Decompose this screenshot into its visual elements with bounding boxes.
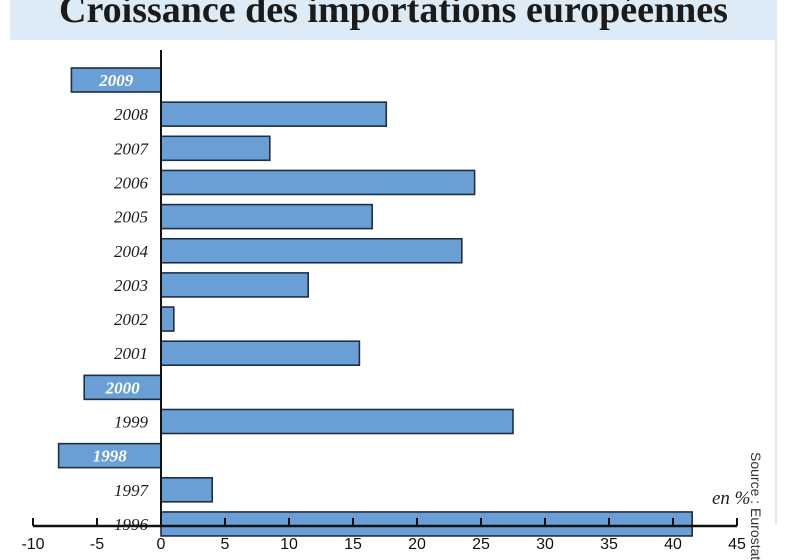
right-rule — [775, 40, 777, 525]
x-tick-label-45: 45 — [728, 536, 746, 550]
bar-2004 — [160, 237, 463, 264]
category-label-1996: 1996 — [114, 515, 149, 534]
x-tick-label--10: -10 — [21, 536, 44, 550]
bar-2000 — [83, 374, 162, 401]
x-tick-label-5: 5 — [221, 536, 230, 550]
bar-2002 — [160, 306, 175, 332]
unit-label: en % — [712, 488, 751, 509]
bar-2005 — [160, 203, 373, 230]
category-label-2004: 2004 — [114, 242, 149, 261]
category-label-2007: 2007 — [114, 139, 150, 158]
category-label-2003: 2003 — [114, 276, 148, 295]
category-label-2009: 2009 — [98, 71, 134, 90]
x-tick-label-30: 30 — [536, 536, 554, 550]
chart-title: Croissance des importations européennes — [59, 0, 728, 31]
x-tick-label--5: -5 — [90, 536, 104, 550]
category-label-2005: 2005 — [114, 208, 148, 227]
bar-1997 — [160, 476, 214, 503]
title-band: Croissance des importations européennes — [10, 0, 777, 40]
bar-2001 — [160, 340, 361, 367]
x-tick-label-10: 10 — [280, 536, 298, 550]
bar-2007 — [160, 135, 271, 162]
source-label: Source : Eurostat — [748, 452, 764, 560]
category-label-2006: 2006 — [114, 173, 149, 192]
category-label-2008: 2008 — [114, 105, 149, 124]
bar-2008 — [160, 101, 388, 127]
category-label-1998: 1998 — [93, 447, 128, 466]
category-label-1997: 1997 — [114, 481, 150, 500]
x-tick-label-25: 25 — [472, 536, 490, 550]
category-label-2000: 2000 — [105, 378, 141, 397]
bar-1999 — [160, 408, 514, 435]
bar-2003 — [160, 272, 309, 298]
x-tick-label-0: 0 — [157, 536, 166, 550]
x-tick-label-20: 20 — [408, 536, 426, 550]
x-tick-label-35: 35 — [600, 536, 618, 550]
x-tick-label-15: 15 — [344, 536, 362, 550]
bar-1996 — [160, 511, 694, 537]
category-label-1999: 1999 — [114, 413, 149, 432]
bar-2006 — [160, 169, 476, 196]
x-tick-label-40: 40 — [664, 536, 682, 550]
bar-1998 — [57, 442, 162, 469]
category-label-2001: 2001 — [114, 344, 148, 363]
category-label-2002: 2002 — [114, 310, 149, 329]
